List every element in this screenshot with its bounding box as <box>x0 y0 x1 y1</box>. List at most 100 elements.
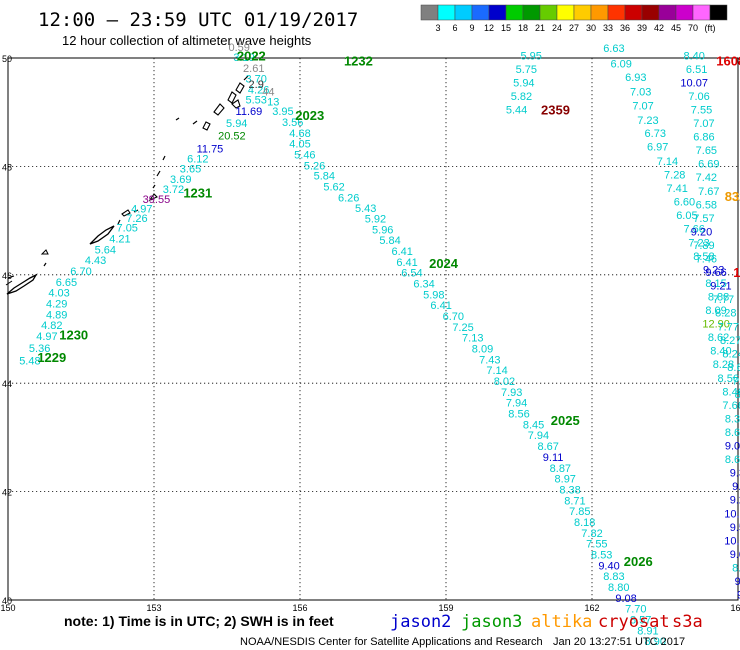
wave-height-value: 4.29 <box>46 299 67 311</box>
wave-height-value: 7.57 <box>693 213 714 225</box>
wave-height-value: 4.89 <box>46 309 67 321</box>
wave-height-value: 9.40 <box>598 560 619 572</box>
x-tick-label: 153 <box>146 603 161 613</box>
wave-height-value: 6.60 <box>674 197 695 209</box>
wave-height-value: 5.94 <box>226 118 247 130</box>
wave-height-value: 7.05 <box>117 223 138 235</box>
colorbar-swatch <box>488 4 507 21</box>
chart-subtitle: 12 hour collection of altimeter wave hei… <box>62 33 312 48</box>
wave-height-value: 7.82 <box>581 528 602 540</box>
wave-height-value: 9.21 <box>710 281 731 293</box>
wave-height-value: 8.61 <box>727 362 740 374</box>
wave-height-value: 8.64 <box>725 427 740 439</box>
colorbar-tick-label: 36 <box>620 23 630 33</box>
wave-height-value: 6.63 <box>603 43 624 55</box>
wave-height-value: 8.88 <box>708 291 729 303</box>
wave-height-value: 5.98 <box>423 289 444 301</box>
wave-height-value: 9.41 <box>732 481 740 493</box>
wave-height-value: 4.21 <box>109 233 130 245</box>
wave-height-value: 7.94 <box>528 430 549 442</box>
colorbar-swatch <box>505 4 524 21</box>
colorbar-tick-label: 21 <box>535 23 545 33</box>
colorbar-swatch <box>641 4 660 21</box>
y-tick-label: 40 <box>2 596 12 606</box>
wave-height-value: 39.55 <box>143 194 171 206</box>
wave-height-value: 8.18 <box>574 517 595 529</box>
wave-height-value: 3.72 <box>163 184 184 196</box>
coastline <box>5 75 249 295</box>
wave-height-value: 6.54 <box>401 268 422 280</box>
colorbar-swatch <box>437 4 456 21</box>
wave-height-value: 5.36 <box>29 343 50 355</box>
wave-height-value: 6.41 <box>396 257 417 269</box>
wave-height-value: 6.26 <box>338 192 359 204</box>
colorbar-swatch <box>675 4 694 21</box>
colorbar-swatch <box>658 4 677 21</box>
wave-height-value: 3.19 <box>233 52 254 64</box>
wave-height-value: 9.20 <box>691 226 712 238</box>
wave-height-value: 20.52 <box>218 131 246 143</box>
wave-height-value: 7.43 <box>479 354 500 366</box>
wave-height-value: 6.12 <box>187 153 208 165</box>
y-tick-label: 44 <box>2 379 12 389</box>
wave-height-value: 7.14 <box>657 156 678 168</box>
wave-height-value: 11.69 <box>236 106 263 118</box>
wave-height-value: 8.24 <box>722 348 740 360</box>
footer-note: note: 1) Time is in UTC; 2) SWH is in fe… <box>64 613 334 629</box>
satellite-legend: jason2 jason3 altika cryosat s3a <box>390 612 703 632</box>
wave-height-value: 4.26 <box>248 84 269 96</box>
wave-height-value: 8.38 <box>559 484 580 496</box>
wave-height-value: 7.46 <box>696 254 717 266</box>
wave-height-value: 7.66 <box>722 400 740 412</box>
colorbar-tick-label: 12 <box>484 23 494 33</box>
wave-height-value: 4.97 <box>36 331 57 343</box>
x-tick-label: 162 <box>584 603 599 613</box>
colorbar-tick-label: 9 <box>469 23 474 33</box>
wave-height-value: 8.80 <box>608 582 629 594</box>
wave-height-value: 3.65 <box>180 164 201 176</box>
wave-height-value: 44 <box>262 87 274 99</box>
wave-height-value: 2.61 <box>243 63 264 75</box>
wave-height-value: 11.75 <box>197 144 224 156</box>
pass-time-label: 2026 <box>624 554 653 569</box>
wave-height-value: 3.95 <box>272 106 293 118</box>
wave-height-value: 2.9 <box>249 79 264 91</box>
wave-height-value: 7.13 <box>462 333 483 345</box>
wave-height-value: 7.77 <box>718 321 739 333</box>
wave-height-value: 8.27 <box>720 335 740 347</box>
wave-height-value: 8.83 <box>603 571 624 583</box>
colorbar-swatch <box>522 4 541 21</box>
wave-height-value: 8.58 <box>693 251 714 263</box>
wave-height-value: 7.26 <box>126 213 147 225</box>
pass-time-label: 1230 <box>59 327 88 342</box>
wave-height-value: 7.93 <box>732 375 740 387</box>
wave-height-value: 8.28 <box>715 308 736 320</box>
wave-height-value: 7.07 <box>693 118 714 130</box>
wave-height-value: 6.70 <box>443 311 464 323</box>
wave-height-value: 8.89 <box>735 389 740 401</box>
pass-time-label: 1232 <box>344 54 373 69</box>
x-tick-label: 150 <box>0 603 15 613</box>
wave-height-value: 8.56 <box>718 373 739 385</box>
wave-height-value: 7.42 <box>696 172 717 184</box>
wave-height-value: 4.43 <box>85 255 106 267</box>
wave-height-value: 5.26 <box>304 160 325 172</box>
y-tick-label: 48 <box>2 162 12 172</box>
pass-time-label: 1231 <box>183 185 212 200</box>
wave-height-value: 7.55 <box>586 539 607 551</box>
wave-height-value: 6.65 <box>56 277 77 289</box>
wave-height-value: 6.69 <box>698 159 719 171</box>
wave-height-value: 8.40 <box>683 50 704 62</box>
wave-height-value: 8.46 <box>722 386 740 398</box>
wave-height-value: 6.93 <box>625 72 646 84</box>
pass-time-label: 2022 <box>237 48 266 63</box>
wave-height-value: 7.23 <box>637 115 658 127</box>
wave-height-value: 10.09 <box>724 535 740 547</box>
wave-height-value: 8.91 <box>637 625 658 637</box>
colorbar-tick-label: 27 <box>569 23 579 33</box>
chart-title: 12:00 – 23:59 UTC 01/19/2017 <box>38 9 358 31</box>
wave-height-value: 9.03 <box>725 441 740 453</box>
wave-height-value: 4.05 <box>289 139 310 151</box>
wave-height-value: 10.36 <box>724 508 740 520</box>
